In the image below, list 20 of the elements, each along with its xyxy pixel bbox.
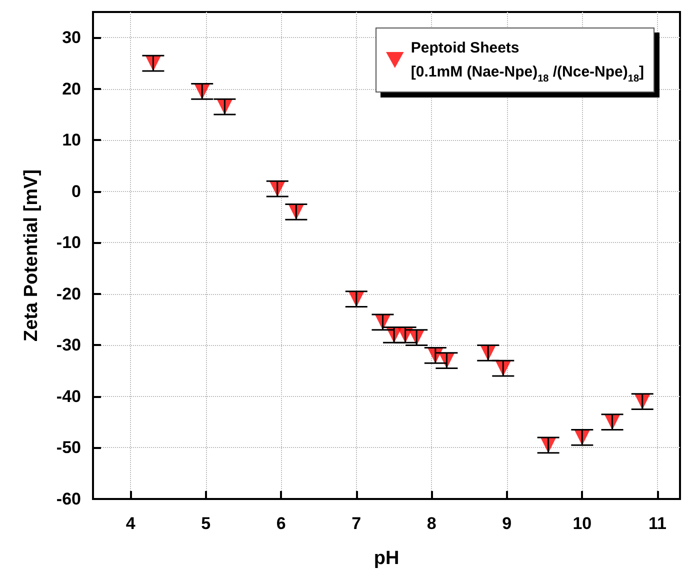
y-tick-label: -20	[56, 284, 81, 304]
x-tick-label: 8	[426, 514, 436, 533]
x-tick-label: 10	[572, 514, 592, 533]
x-tick-label: 5	[201, 514, 211, 533]
x-axis-title: pH	[374, 548, 400, 569]
y-tick-label: 10	[62, 130, 81, 150]
y-tick-label: 30	[62, 28, 81, 48]
y-tick-label: -60	[56, 490, 81, 508]
x-tick-label: 11	[648, 514, 666, 533]
x-tick-label: 4	[126, 514, 136, 533]
x-tick-label: 9	[502, 514, 512, 533]
y-tick-label: 20	[62, 79, 81, 98]
y-tick-label: -10	[56, 233, 81, 252]
x-tick-label: 7	[352, 514, 362, 533]
x-tick-label: 6	[276, 514, 286, 533]
y-tick-label: -30	[56, 336, 81, 355]
y-tick-label: -40	[56, 386, 81, 406]
y-tick-label: -50	[56, 438, 81, 458]
y-tick-label: 0	[72, 182, 81, 201]
y-axis-title: Zeta Potential [mV]	[21, 169, 42, 342]
